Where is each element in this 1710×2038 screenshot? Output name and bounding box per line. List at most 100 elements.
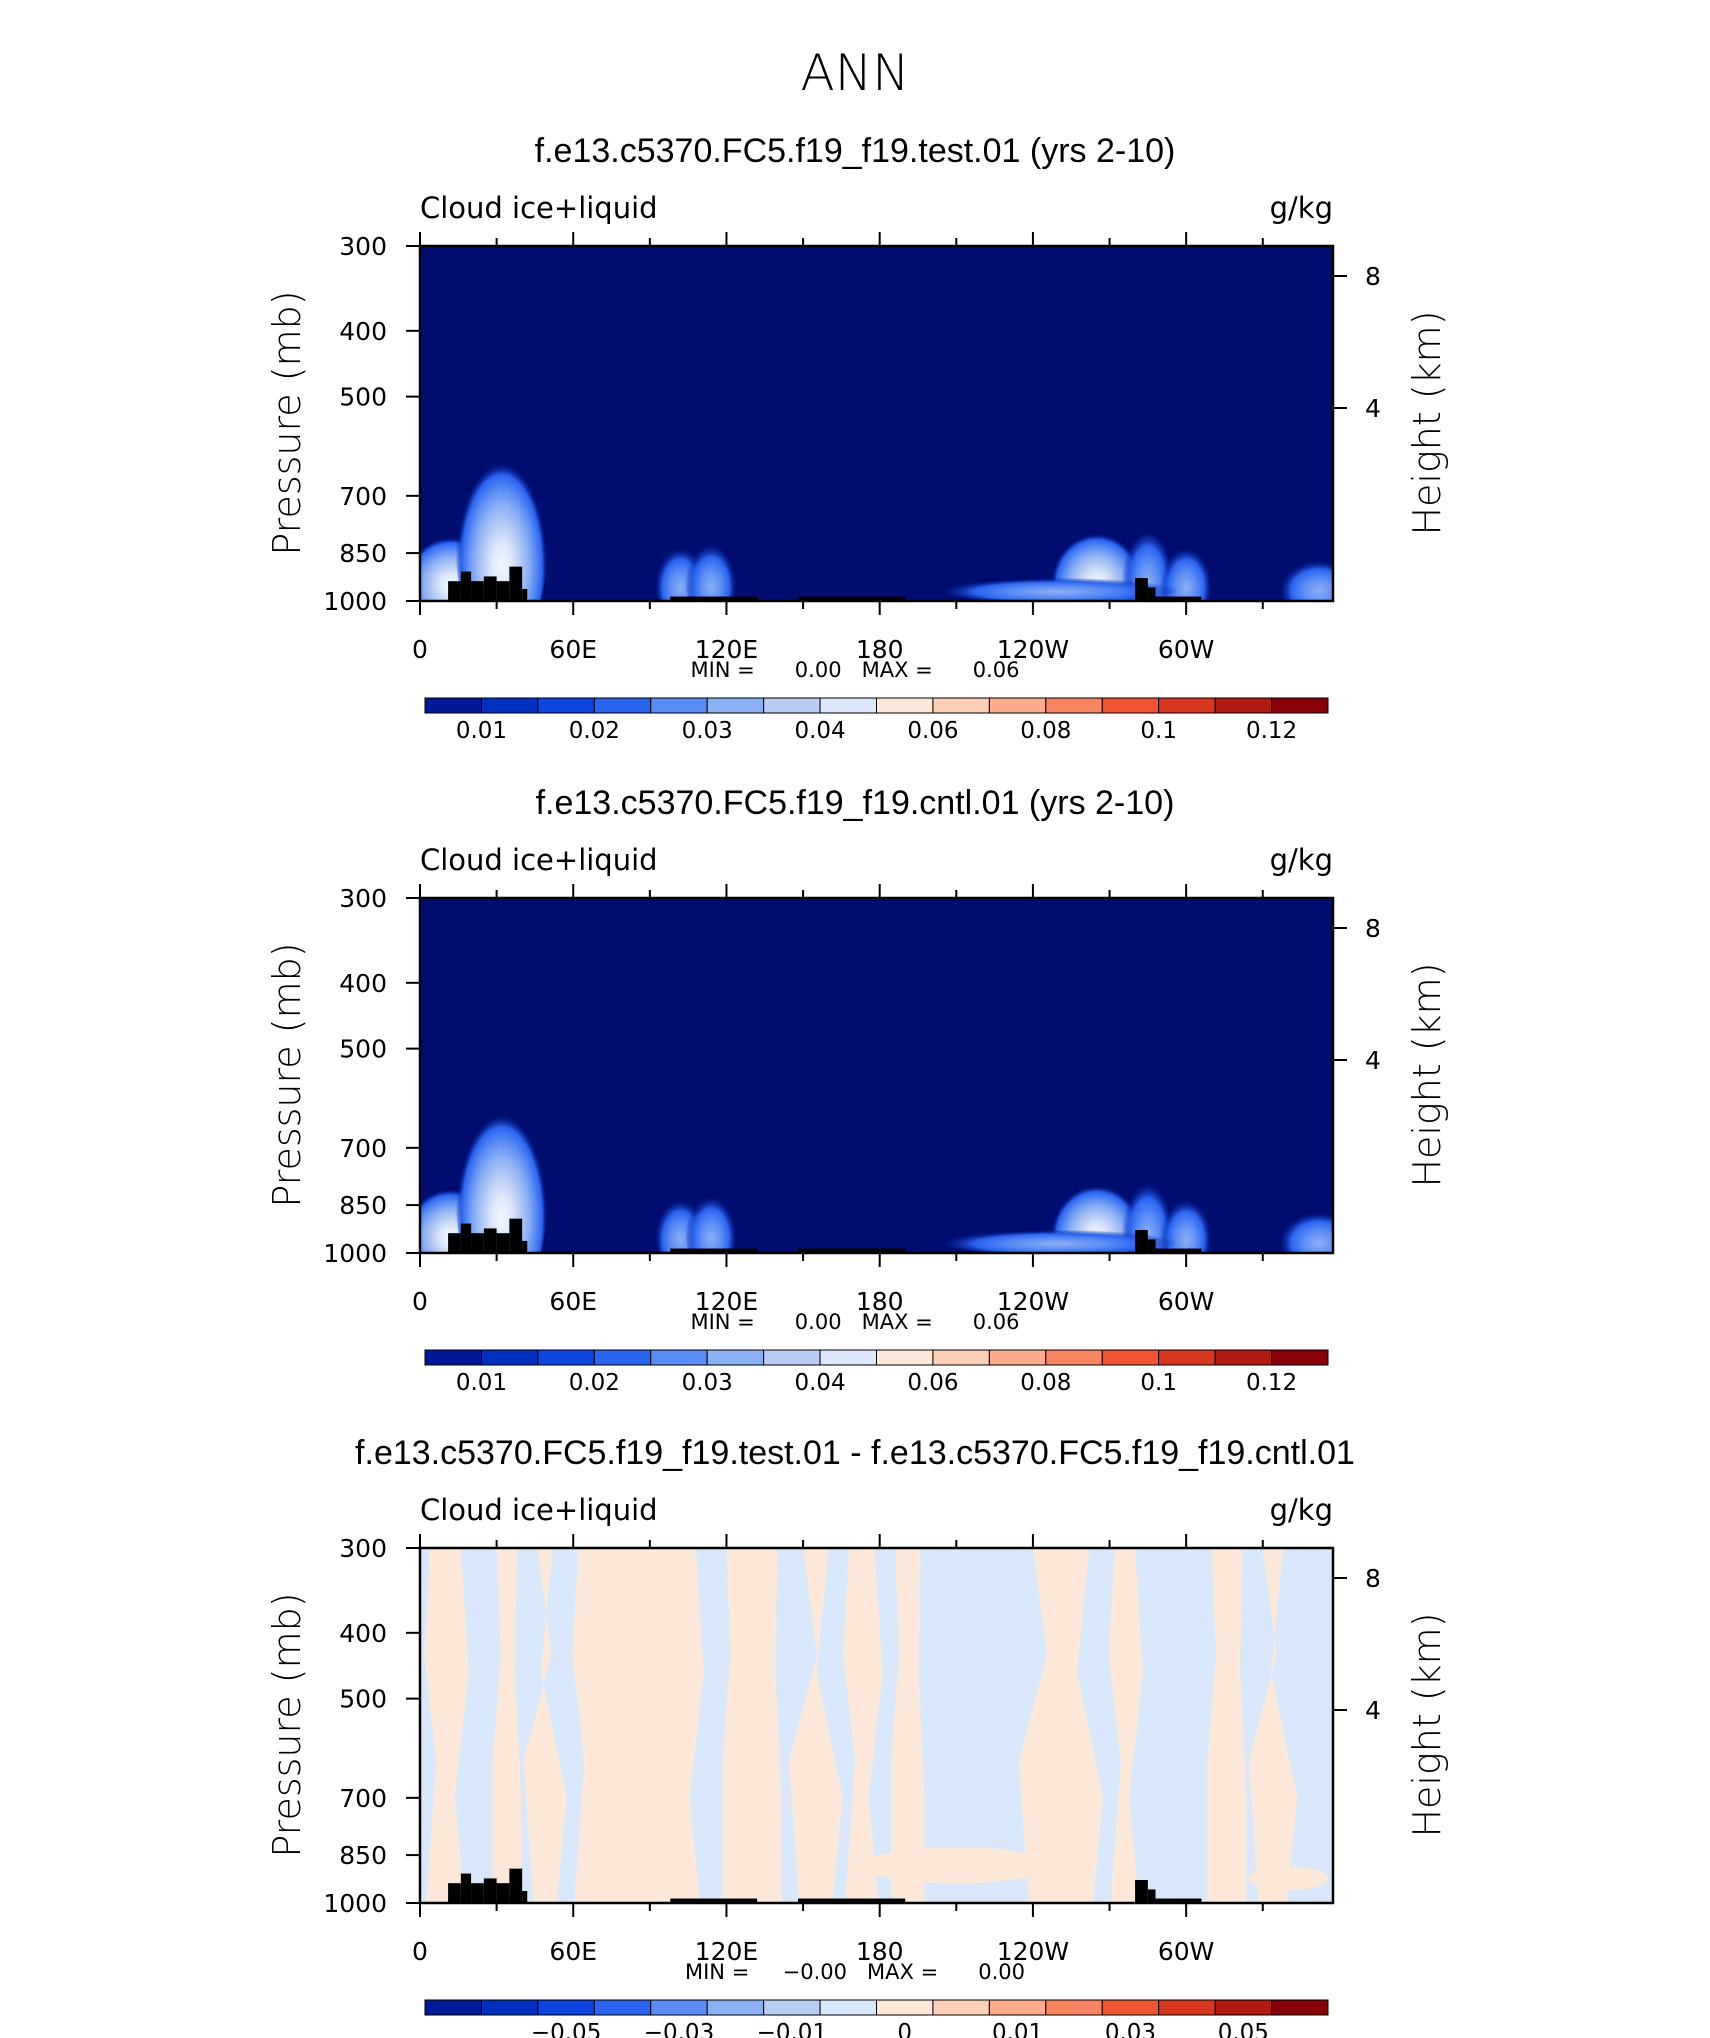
land-mask — [496, 1883, 510, 1903]
colorbar-box — [988, 1999, 1047, 2016]
land-mask — [1147, 1889, 1156, 1903]
colorbar-box — [424, 697, 482, 714]
contour-feature — [523, 1548, 567, 1903]
land-mask — [1147, 587, 1156, 601]
right-tick-label: 8 — [1365, 262, 1381, 291]
colorbar-label: 0.05 — [1218, 2020, 1269, 2038]
contour-feature — [492, 1548, 522, 1903]
contour-feature — [1018, 1548, 1104, 1903]
right-tick-label: 8 — [1365, 1564, 1381, 1593]
colorbar-label: 0.08 — [1020, 718, 1071, 744]
colorbar-box — [1101, 1999, 1160, 2016]
x-tick-label: 180 — [856, 1287, 904, 1316]
colorbar-label: 0.02 — [569, 718, 620, 744]
colorbar-box — [650, 1349, 708, 1366]
colorbar-box — [988, 1349, 1047, 1366]
x-tick-label: 60W — [1158, 1937, 1215, 1966]
plot-frame — [418, 1546, 1335, 1905]
colorbar-label: 0.04 — [794, 718, 845, 744]
x-tick-label: 180 — [856, 635, 904, 664]
land-mask — [509, 1218, 523, 1253]
land-mask — [460, 1873, 472, 1903]
y-axis-label-right: Height (km) — [1405, 310, 1449, 535]
colorbar-box — [1158, 697, 1216, 714]
y-tick-label: 500 — [339, 1035, 387, 1064]
land-mask — [471, 1883, 484, 1903]
right-tick-label: 4 — [1365, 1046, 1381, 1075]
colorbar-box — [706, 1999, 765, 2016]
land-mask — [509, 566, 523, 601]
land-mask — [1155, 596, 1202, 601]
colorbar-label: −0.01 — [757, 2020, 827, 2038]
right-tick-label: 8 — [1365, 914, 1381, 943]
panel-2: f.e13.c5370.FC5.f19_f19.cntl.01 (yrs 2-1… — [265, 784, 1449, 1396]
colorbar-box — [763, 1349, 821, 1366]
colorbar-label: 0.04 — [794, 1370, 845, 1396]
colorbar-label: 0.06 — [907, 1370, 958, 1396]
colorbar-label: 0.1 — [1140, 1370, 1177, 1396]
x-tick-label: 60W — [1158, 1287, 1215, 1316]
x-tick-label: 120W — [997, 635, 1069, 664]
contour-feature — [1278, 553, 1333, 601]
land-mask — [522, 1240, 528, 1253]
contour-feature — [1248, 1866, 1329, 1891]
variable-label: Cloud ice+liquid — [420, 191, 658, 225]
colorbar-label: 0.01 — [456, 718, 507, 744]
colorbar-box — [593, 697, 652, 714]
contour-feature — [455, 441, 548, 601]
panel-3: f.e13.c5370.FC5.f19_f19.test.01 - f.e13.… — [265, 1434, 1449, 2038]
colorbar-box — [480, 1349, 539, 1366]
colorbar-box — [537, 1349, 595, 1366]
min-max-label: MIN = 0.00 MAX = 0.06 — [690, 658, 1019, 682]
land-mask — [471, 581, 484, 601]
land-mask — [522, 1890, 528, 1903]
colorbar-label: 0.12 — [1246, 718, 1297, 744]
colorbar-box — [1045, 1349, 1103, 1366]
x-tick-label: 120E — [695, 635, 759, 664]
panel-title: f.e13.c5370.FC5.f19_f19.test.01 - f.e13.… — [355, 1434, 1355, 1472]
colorbar-box — [1158, 1999, 1216, 2016]
y-tick-label: 850 — [339, 1841, 387, 1870]
x-tick-label: 0 — [412, 635, 428, 664]
colorbar-box — [876, 1999, 934, 2016]
y-tick-label: 850 — [339, 539, 387, 568]
colorbar-box — [876, 697, 934, 714]
contour-feature — [685, 1187, 738, 1253]
colorbar-box — [932, 697, 990, 714]
y-tick-label: 1000 — [323, 1889, 387, 1918]
plot-area — [420, 1548, 1333, 1903]
land-mask — [448, 1883, 461, 1903]
land-mask — [670, 596, 758, 601]
contour-feature — [1108, 1548, 1144, 1903]
y-tick-label: 300 — [339, 1534, 387, 1563]
x-tick-label: 60E — [549, 635, 597, 664]
colorbar-label: 0.06 — [907, 718, 958, 744]
y-tick-label: 700 — [339, 482, 387, 511]
y-axis-label: Pressure (mb) — [265, 942, 309, 1207]
y-tick-label: 300 — [339, 884, 387, 913]
land-mask — [670, 1898, 758, 1903]
colorbar-box — [763, 1999, 821, 2016]
plot-area — [420, 246, 1333, 601]
colorbar-box — [1271, 1349, 1329, 1366]
colorbar-label: −0.03 — [644, 2020, 714, 2038]
land-mask — [483, 1228, 497, 1253]
contour-feature — [685, 535, 738, 601]
y-axis-label: Pressure (mb) — [265, 1592, 309, 1857]
colorbar-box — [1158, 1349, 1216, 1366]
colorbar-box — [1214, 697, 1273, 714]
y-tick-label: 400 — [339, 317, 387, 346]
contour-feature — [891, 1548, 925, 1903]
y-tick-label: 500 — [339, 383, 387, 412]
land-mask — [460, 1223, 472, 1253]
y-tick-label: 400 — [339, 969, 387, 998]
variable-label: Cloud ice+liquid — [420, 1493, 658, 1527]
land-mask — [1135, 578, 1148, 601]
colorbar-box — [1214, 1999, 1273, 2016]
colorbar-box — [706, 697, 765, 714]
x-tick-label: 0 — [412, 1287, 428, 1316]
colorbar-box — [593, 1349, 652, 1366]
contour-feature — [861, 1847, 1052, 1884]
min-max-label: MIN = −0.00 MAX = 0.00 — [685, 1960, 1025, 1984]
colorbar-box — [876, 1349, 934, 1366]
